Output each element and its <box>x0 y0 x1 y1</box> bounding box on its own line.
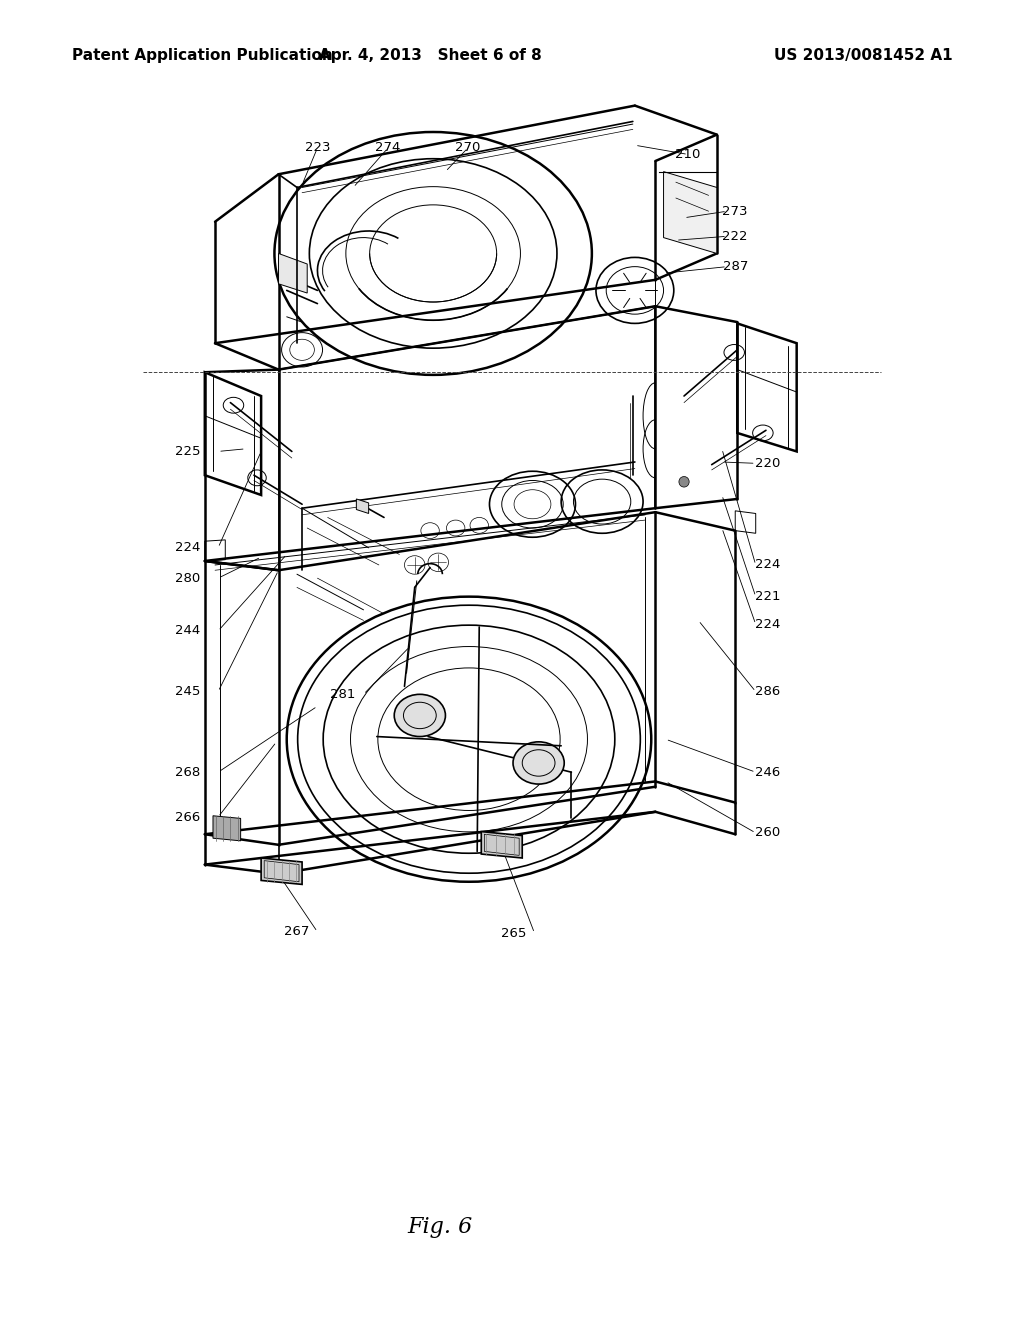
Text: 224: 224 <box>756 618 780 631</box>
Ellipse shape <box>679 477 689 487</box>
Text: Patent Application Publication: Patent Application Publication <box>72 48 333 62</box>
Text: 266: 266 <box>175 810 200 824</box>
Text: 245: 245 <box>175 685 200 698</box>
Text: 225: 225 <box>175 445 200 458</box>
Text: 210: 210 <box>676 148 700 161</box>
Text: 265: 265 <box>502 927 526 940</box>
Ellipse shape <box>394 694 445 737</box>
Text: 222: 222 <box>723 230 748 243</box>
Text: 221: 221 <box>756 590 780 603</box>
Text: Apr. 4, 2013   Sheet 6 of 8: Apr. 4, 2013 Sheet 6 of 8 <box>318 48 542 62</box>
Text: 270: 270 <box>456 141 480 154</box>
Text: 274: 274 <box>376 141 400 154</box>
Text: 260: 260 <box>756 826 780 840</box>
Polygon shape <box>481 832 522 858</box>
Text: 244: 244 <box>175 624 200 638</box>
Text: US 2013/0081452 A1: US 2013/0081452 A1 <box>774 48 952 62</box>
Text: 280: 280 <box>175 572 200 585</box>
Text: Fig. 6: Fig. 6 <box>408 1216 473 1238</box>
Polygon shape <box>279 253 307 293</box>
Text: 220: 220 <box>756 457 780 470</box>
Polygon shape <box>213 816 241 841</box>
Text: 287: 287 <box>723 260 748 273</box>
Text: 246: 246 <box>756 766 780 779</box>
Ellipse shape <box>513 742 564 784</box>
Text: 223: 223 <box>305 141 330 154</box>
Polygon shape <box>664 172 717 253</box>
Text: 286: 286 <box>756 685 780 698</box>
Text: 273: 273 <box>723 205 748 218</box>
Text: 267: 267 <box>285 925 309 939</box>
Text: 224: 224 <box>756 558 780 572</box>
Text: 268: 268 <box>175 766 200 779</box>
Text: 224: 224 <box>175 541 200 554</box>
Text: 281: 281 <box>331 688 355 701</box>
Polygon shape <box>356 499 369 513</box>
Polygon shape <box>261 858 302 884</box>
